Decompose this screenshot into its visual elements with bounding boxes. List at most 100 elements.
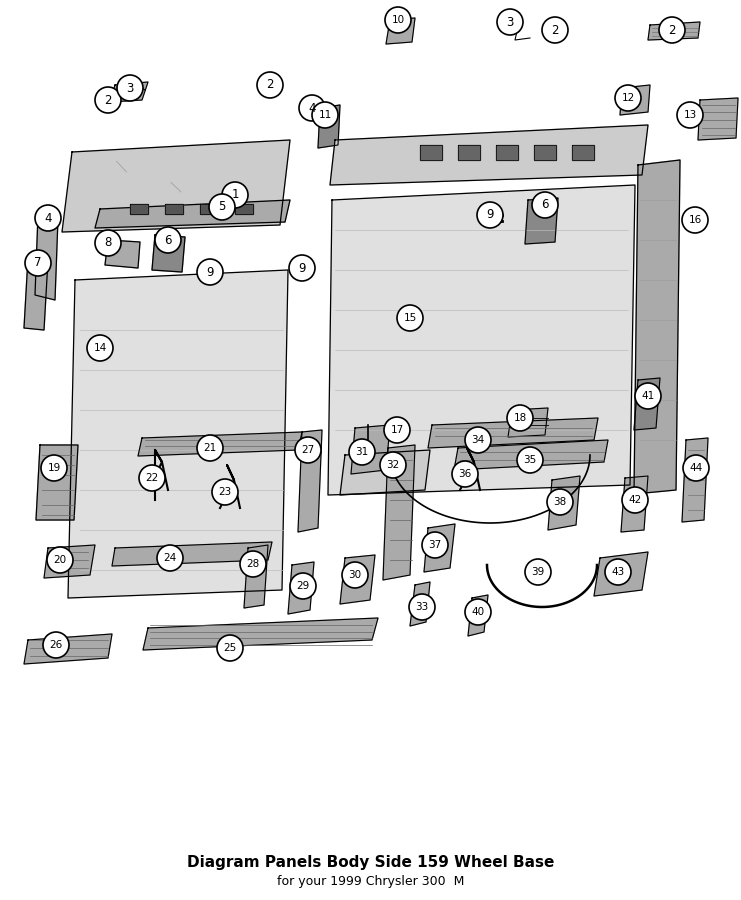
Circle shape [465,427,491,453]
Circle shape [422,532,448,558]
Circle shape [517,447,543,473]
Text: 21: 21 [203,443,216,453]
Text: 42: 42 [628,495,642,505]
Circle shape [380,452,406,478]
Polygon shape [620,85,650,115]
Text: 25: 25 [223,643,236,653]
Circle shape [677,102,703,128]
Polygon shape [621,476,648,532]
Polygon shape [318,105,340,148]
Text: 28: 28 [246,559,259,569]
Polygon shape [288,562,314,614]
Text: 5: 5 [219,201,226,213]
Text: 32: 32 [386,460,399,470]
Text: 15: 15 [403,313,416,323]
Circle shape [117,75,143,101]
Polygon shape [35,215,58,300]
Text: 6: 6 [541,199,549,212]
Circle shape [197,435,223,461]
Circle shape [659,17,685,43]
Circle shape [635,383,661,409]
Text: 2: 2 [266,78,273,92]
Circle shape [312,102,338,128]
Circle shape [507,405,533,431]
Polygon shape [508,408,548,437]
Circle shape [157,545,183,571]
Text: for your 1999 Chrysler 300  M: for your 1999 Chrysler 300 M [277,876,464,888]
Polygon shape [386,18,415,44]
Polygon shape [468,595,488,636]
Circle shape [240,551,266,577]
Text: 24: 24 [163,553,176,563]
Circle shape [384,417,410,443]
Text: 12: 12 [622,93,634,103]
Polygon shape [634,378,660,430]
Circle shape [409,594,435,620]
Text: 26: 26 [50,640,63,650]
Polygon shape [110,82,148,102]
Circle shape [299,95,325,121]
Text: 30: 30 [348,570,362,580]
Text: 22: 22 [145,473,159,483]
Circle shape [209,194,235,220]
Polygon shape [130,204,148,214]
Polygon shape [496,145,518,160]
Polygon shape [95,200,290,228]
Circle shape [615,85,641,111]
Text: 20: 20 [53,555,67,565]
Circle shape [349,439,375,465]
Text: 39: 39 [531,567,545,577]
Text: 10: 10 [391,15,405,25]
Polygon shape [68,270,288,598]
Circle shape [197,259,223,285]
Text: 23: 23 [219,487,232,497]
Circle shape [290,573,316,599]
Text: 2: 2 [668,23,676,37]
Circle shape [397,305,423,331]
Polygon shape [340,555,375,604]
Circle shape [295,437,321,463]
Circle shape [477,202,503,228]
Circle shape [95,87,121,113]
Polygon shape [698,98,738,140]
Polygon shape [138,432,302,456]
Text: 31: 31 [356,447,368,457]
Circle shape [683,455,709,481]
Text: 14: 14 [93,343,107,353]
Circle shape [95,230,121,256]
Text: 3: 3 [126,82,133,94]
Polygon shape [200,204,218,214]
Circle shape [47,547,73,573]
Polygon shape [351,425,390,474]
Circle shape [217,635,243,661]
Polygon shape [454,440,608,470]
Circle shape [87,335,113,361]
Text: 2: 2 [551,23,559,37]
Circle shape [41,455,67,481]
Text: 27: 27 [302,445,315,455]
Text: 3: 3 [506,15,514,29]
Text: 29: 29 [296,581,310,591]
Text: 41: 41 [642,391,654,401]
Circle shape [532,192,558,218]
Text: 19: 19 [47,463,61,473]
Text: 2: 2 [104,94,112,106]
Circle shape [25,250,51,276]
Circle shape [289,255,315,281]
Text: 33: 33 [416,602,428,612]
Circle shape [222,182,248,208]
Text: 9: 9 [206,266,213,278]
Text: 9: 9 [486,209,494,221]
Polygon shape [383,445,415,580]
Text: 40: 40 [471,607,485,617]
Polygon shape [36,445,78,520]
Polygon shape [634,160,680,494]
Polygon shape [458,145,480,160]
Polygon shape [330,125,648,185]
Text: 36: 36 [459,469,471,479]
Polygon shape [594,552,648,596]
Text: 18: 18 [514,413,527,423]
Circle shape [139,465,165,491]
Polygon shape [244,545,268,608]
Circle shape [547,489,573,515]
